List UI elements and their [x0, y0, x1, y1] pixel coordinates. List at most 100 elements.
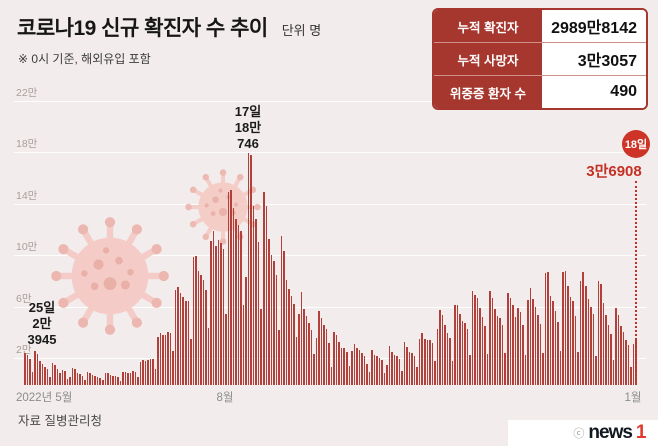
bar: [426, 340, 429, 385]
bar: [310, 330, 313, 385]
bar: [29, 358, 31, 385]
bar: [288, 288, 290, 385]
latest-dotted-line: [635, 181, 637, 380]
bar: [481, 316, 484, 385]
cumulative-stats-box: 누적 확진자 2989만8142 누적 사망자 3만3057 위중증 환자 수 …: [432, 8, 648, 110]
bar: [431, 342, 434, 385]
bar: [358, 350, 361, 385]
bar: [416, 366, 418, 385]
bar: [353, 343, 356, 385]
grid-line: [14, 152, 646, 154]
bar: [162, 334, 164, 385]
bar: [91, 374, 94, 385]
bar: [328, 342, 330, 385]
y-tick-label: 6만: [16, 292, 32, 305]
latest-day-badge: 18일: [622, 130, 650, 158]
bar: [572, 300, 574, 385]
bar: [406, 347, 408, 385]
bar: [562, 272, 564, 385]
bar: [534, 307, 537, 385]
bar: [474, 294, 476, 385]
header: 코로나19 신규 확진자 수 추이 단위 명: [17, 12, 321, 42]
bar: [335, 334, 338, 385]
bar: [84, 380, 86, 385]
bar: [356, 347, 358, 385]
bar: [172, 351, 174, 385]
bar: [333, 331, 335, 385]
bar: [305, 316, 308, 385]
bar: [26, 354, 29, 385]
y-tick-label: 2만: [16, 344, 32, 357]
bar: [34, 351, 36, 385]
bar: [117, 376, 119, 385]
bar: [393, 354, 396, 385]
bar: [615, 307, 617, 385]
grid-line: [14, 203, 646, 205]
bar: [351, 351, 353, 385]
bar: [169, 333, 172, 385]
bar: [152, 358, 154, 385]
bar: [79, 374, 81, 385]
bar: [381, 360, 383, 385]
bar: [315, 338, 318, 385]
bar: [139, 361, 142, 385]
bar: [501, 324, 504, 385]
bar: [273, 260, 275, 385]
bar: [303, 309, 305, 385]
bar: [587, 298, 590, 385]
bar: [449, 337, 451, 385]
bar: [522, 325, 524, 385]
bar: [423, 339, 426, 385]
bar: [190, 338, 192, 385]
bar: [46, 368, 49, 385]
bar: [625, 339, 627, 385]
bar: [607, 324, 610, 385]
bar: [81, 375, 84, 385]
bar: [398, 359, 401, 385]
bar: [557, 322, 559, 385]
bar: [549, 296, 552, 385]
bar: [265, 205, 268, 385]
bar: [348, 366, 351, 385]
stats-row-deaths: 누적 사망자 3만3057: [434, 42, 646, 75]
bar: [413, 355, 416, 385]
bar: [486, 354, 489, 385]
bar: [491, 298, 494, 385]
bar: [137, 376, 139, 385]
bar: [280, 236, 283, 385]
bar: [602, 302, 605, 385]
bar: [590, 307, 592, 385]
bar: [363, 355, 366, 385]
bar: [247, 152, 250, 385]
bar: [504, 353, 506, 385]
bar: [597, 280, 600, 385]
bar: [456, 304, 459, 385]
bar: [476, 297, 479, 385]
bar: [532, 298, 534, 385]
bar: [285, 280, 288, 385]
bar: [496, 315, 499, 385]
bar: [408, 352, 411, 385]
bar: [559, 350, 562, 385]
bar: [439, 309, 441, 385]
bar: [320, 318, 323, 385]
bar: [537, 315, 539, 385]
bar: [290, 295, 293, 385]
stats-value: 490: [542, 76, 646, 108]
stats-row-severe: 위중증 환자 수 490: [434, 75, 646, 108]
bar: [39, 360, 41, 385]
bar: [325, 329, 328, 385]
bar: [454, 304, 456, 385]
bar: [49, 377, 51, 385]
stats-label: 위중증 환자 수: [434, 76, 542, 108]
bar: [610, 333, 612, 385]
bar: [547, 271, 549, 385]
bar: [260, 309, 262, 385]
bar: [215, 246, 217, 385]
bar: [577, 352, 579, 385]
bar: [451, 361, 454, 385]
bar: [386, 365, 388, 385]
bar: [192, 257, 195, 385]
gridlines: 2만 6만 10만 14만 18만 22만: [0, 87, 658, 385]
stats-label: 누적 확진자: [434, 10, 542, 42]
